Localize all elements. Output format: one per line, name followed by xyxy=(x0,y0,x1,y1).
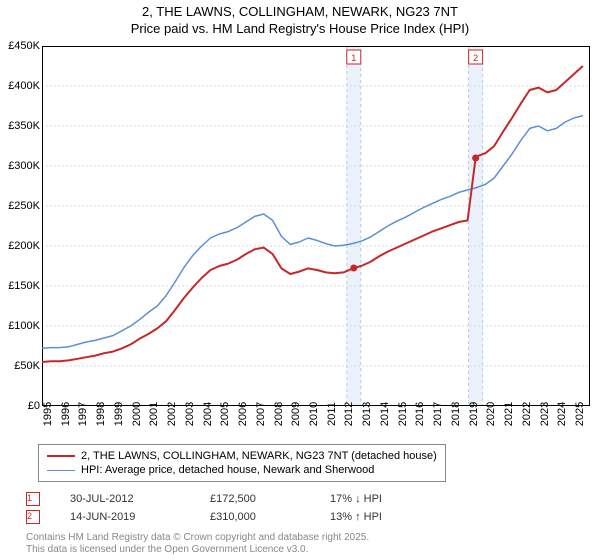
sale-2-date: 14-JUN-2019 xyxy=(70,511,180,523)
x-tick-label: 2002 xyxy=(166,402,178,426)
svg-text:1: 1 xyxy=(351,53,356,63)
sale-1-diff: 17% ↓ HPI xyxy=(330,493,420,505)
footer: Contains HM Land Registry data © Crown c… xyxy=(26,532,369,556)
footer-line-1: Contains HM Land Registry data © Crown c… xyxy=(26,532,369,543)
x-tick-label: 2023 xyxy=(539,402,551,426)
x-tick-label: 1996 xyxy=(60,402,72,426)
svg-text:2: 2 xyxy=(473,53,478,63)
x-tick-label: 2000 xyxy=(131,402,143,426)
x-tick-label: 1995 xyxy=(42,402,54,426)
x-tick-label: 2020 xyxy=(485,402,497,426)
x-tick-label: 2024 xyxy=(556,402,568,426)
legend-swatch-price-paid xyxy=(47,455,75,457)
x-tick-label: 2010 xyxy=(308,402,320,426)
x-tick-label: 2009 xyxy=(290,402,302,426)
sale-marker-1-icon: 1 xyxy=(26,492,40,506)
x-tick-label: 2011 xyxy=(326,402,338,426)
y-tick-label: £200K xyxy=(0,240,40,252)
x-tick-label: 2001 xyxy=(148,402,160,426)
y-tick-label: £250K xyxy=(0,200,40,212)
legend-label-price-paid: 2, THE LAWNS, COLLINGHAM, NEWARK, NG23 7… xyxy=(81,450,437,462)
x-tick-label: 2008 xyxy=(273,402,285,426)
x-tick-label: 2007 xyxy=(255,402,267,426)
chart-container: 2, THE LAWNS, COLLINGHAM, NEWARK, NG23 7… xyxy=(0,0,600,560)
x-tick-label: 2016 xyxy=(414,402,426,426)
legend-label-hpi: HPI: Average price, detached house, Newa… xyxy=(81,464,374,476)
sale-1-date: 30-JUL-2012 xyxy=(70,493,180,505)
x-tick-label: 2017 xyxy=(432,402,444,426)
title-line-2: Price paid vs. HM Land Registry's House … xyxy=(131,21,469,36)
y-tick-label: £350K xyxy=(0,120,40,132)
x-tick-label: 1998 xyxy=(95,402,107,426)
legend: 2, THE LAWNS, COLLINGHAM, NEWARK, NG23 7… xyxy=(38,444,446,482)
x-tick-label: 2022 xyxy=(521,402,533,426)
legend-item-hpi: HPI: Average price, detached house, Newa… xyxy=(47,463,437,477)
x-tick-label: 2025 xyxy=(574,402,586,426)
x-tick-label: 2015 xyxy=(397,402,409,426)
sale-marker-2-icon: 2 xyxy=(26,510,40,524)
sale-1-price: £172,500 xyxy=(210,493,300,505)
legend-item-price-paid: 2, THE LAWNS, COLLINGHAM, NEWARK, NG23 7… xyxy=(47,449,437,463)
sales-table: 1 30-JUL-2012 £172,500 17% ↓ HPI 2 14-JU… xyxy=(26,490,420,526)
chart-title: 2, THE LAWNS, COLLINGHAM, NEWARK, NG23 7… xyxy=(0,0,600,38)
x-tick-label: 2006 xyxy=(237,402,249,426)
y-tick-label: £150K xyxy=(0,280,40,292)
y-tick-label: £50K xyxy=(0,360,40,372)
legend-swatch-hpi xyxy=(47,470,75,471)
sale-2-diff: 13% ↑ HPI xyxy=(330,511,420,523)
sales-row-2: 2 14-JUN-2019 £310,000 13% ↑ HPI xyxy=(26,508,420,526)
x-tick-label: 2004 xyxy=(202,402,214,426)
x-tick-label: 2019 xyxy=(468,402,480,426)
chart-svg: 12 xyxy=(42,46,590,406)
title-line-1: 2, THE LAWNS, COLLINGHAM, NEWARK, NG23 7… xyxy=(142,4,458,19)
y-tick-label: £100K xyxy=(0,320,40,332)
x-tick-label: 2003 xyxy=(184,402,196,426)
sales-row-1: 1 30-JUL-2012 £172,500 17% ↓ HPI xyxy=(26,490,420,508)
x-tick-label: 2005 xyxy=(219,402,231,426)
x-tick-label: 2021 xyxy=(503,402,515,426)
chart-area: 12 £0£50K£100K£150K£200K£250K£300K£350K£… xyxy=(42,46,590,406)
y-tick-label: £0 xyxy=(0,400,40,412)
x-tick-label: 2012 xyxy=(343,402,355,426)
x-tick-label: 2013 xyxy=(361,402,373,426)
x-tick-label: 1997 xyxy=(77,402,89,426)
x-tick-label: 1999 xyxy=(113,402,125,426)
y-tick-label: £300K xyxy=(0,160,40,172)
x-tick-label: 2014 xyxy=(379,402,391,426)
sale-2-price: £310,000 xyxy=(210,511,300,523)
y-tick-label: £450K xyxy=(0,40,40,52)
footer-line-2: This data is licensed under the Open Gov… xyxy=(26,544,308,555)
x-tick-label: 2018 xyxy=(450,402,462,426)
y-tick-label: £400K xyxy=(0,80,40,92)
